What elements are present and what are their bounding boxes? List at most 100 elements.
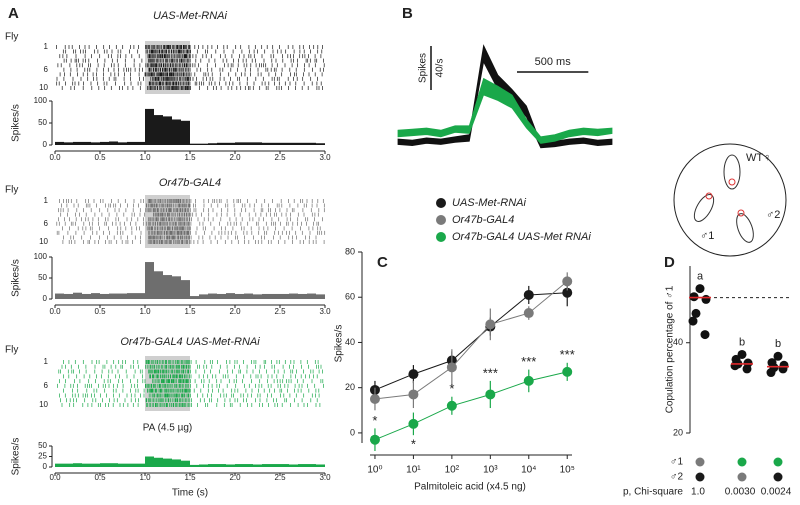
male1-marker bbox=[773, 457, 783, 467]
bar bbox=[91, 463, 100, 467]
raster-texture bbox=[63, 374, 318, 379]
significance: *** bbox=[483, 365, 498, 380]
y-tick-label: 0 bbox=[43, 140, 48, 149]
bar bbox=[298, 464, 307, 467]
y-axis-label: Spikes/s bbox=[334, 325, 345, 363]
bar bbox=[64, 142, 73, 145]
x-axis-label: Palmitoleic acid (x4.5 ng) bbox=[414, 482, 526, 493]
bar bbox=[217, 293, 226, 299]
bar bbox=[298, 142, 307, 145]
y-tick-label: 25 bbox=[38, 452, 47, 461]
raster-title: Fly bbox=[5, 185, 18, 196]
x-tick-label: 3.0 bbox=[319, 473, 331, 482]
bar bbox=[109, 141, 118, 145]
scale-bar-y-title: Spikes bbox=[418, 53, 429, 83]
raster-row-label: 6 bbox=[44, 65, 49, 74]
bar bbox=[316, 464, 325, 467]
raster-row-label: 10 bbox=[39, 83, 48, 92]
raster-texture bbox=[62, 240, 325, 244]
raster-texture bbox=[61, 203, 325, 208]
data-point bbox=[369, 393, 380, 404]
bar bbox=[208, 464, 217, 467]
annotation: PA (4.5 µg) bbox=[143, 423, 193, 434]
bar bbox=[226, 142, 235, 145]
bar bbox=[208, 143, 217, 145]
bar bbox=[226, 464, 235, 467]
raster-texture bbox=[58, 208, 325, 213]
bar bbox=[190, 464, 199, 467]
y-tick-label: 100 bbox=[34, 252, 48, 261]
x-tick-label: 10³ bbox=[483, 465, 498, 476]
panel-title: Or47b-GAL4 UAS-Met-RNAi bbox=[120, 336, 260, 348]
x-tick-label: 0.0 bbox=[49, 473, 61, 482]
male2-label: ♂2 bbox=[670, 472, 684, 483]
illustration-label: ♂2 bbox=[766, 209, 780, 221]
raster-title: Fly bbox=[5, 32, 18, 43]
y-tick-label: 0 bbox=[43, 462, 48, 471]
raster-texture bbox=[56, 221, 319, 226]
data-point bbox=[742, 364, 752, 374]
y-tick-label: 40 bbox=[345, 337, 355, 347]
x-tick-label: 1.0 bbox=[139, 473, 151, 482]
raster-row-label: 6 bbox=[44, 219, 49, 228]
bar bbox=[235, 293, 244, 299]
bar bbox=[100, 293, 109, 299]
male2-marker bbox=[737, 472, 747, 482]
bar bbox=[163, 275, 172, 299]
bar bbox=[163, 116, 172, 145]
x-tick-label: 10⁴ bbox=[521, 465, 536, 476]
series-line bbox=[374, 281, 568, 400]
bar bbox=[244, 293, 253, 299]
raster-texture bbox=[57, 63, 325, 68]
raster-texture bbox=[63, 388, 320, 393]
significance: * bbox=[372, 413, 377, 428]
data-point bbox=[369, 434, 380, 445]
bar bbox=[118, 142, 127, 145]
bar bbox=[109, 293, 118, 299]
raster-row-label: 1 bbox=[44, 357, 49, 366]
significance-letter: a bbox=[697, 270, 704, 282]
data-point bbox=[523, 375, 534, 386]
significance-letter: b bbox=[775, 338, 781, 350]
legend-label: Or47b-GAL4 UAS-Met RNAi bbox=[452, 231, 591, 243]
bar bbox=[64, 463, 73, 467]
x-tick-label: 1.5 bbox=[184, 153, 196, 162]
y-tick-label: 50 bbox=[38, 273, 47, 282]
bar bbox=[226, 293, 235, 299]
bar bbox=[118, 293, 127, 299]
x-tick-label: 0.5 bbox=[94, 473, 106, 482]
p-value: 0.0030 bbox=[725, 487, 756, 498]
series-line bbox=[374, 371, 568, 441]
x-tick-label: 2.0 bbox=[229, 153, 241, 162]
y-tick-label: 50 bbox=[38, 441, 47, 450]
panel-letter: D bbox=[664, 254, 675, 271]
raster-texture bbox=[63, 360, 319, 364]
bar bbox=[280, 142, 289, 145]
raster-texture bbox=[62, 49, 323, 54]
raster-row-label: 10 bbox=[39, 237, 48, 246]
bar bbox=[145, 108, 154, 145]
legend-label: UAS-Met-RNAi bbox=[452, 197, 527, 209]
panel-title: UAS-Met-RNAi bbox=[153, 10, 228, 22]
male1-marker bbox=[695, 457, 705, 467]
x-tick-label: 0.0 bbox=[49, 307, 61, 316]
raster-texture bbox=[59, 72, 323, 77]
bar bbox=[307, 293, 316, 299]
y-tick-label: 80 bbox=[345, 246, 355, 256]
panel-letter: C bbox=[377, 254, 388, 271]
bar bbox=[280, 293, 289, 299]
raster-texture bbox=[62, 226, 321, 231]
y-tick-label: 100 bbox=[34, 96, 48, 105]
fly-illustration bbox=[673, 143, 787, 257]
stimulus-window bbox=[145, 356, 190, 411]
raster-row-label: 6 bbox=[44, 381, 49, 390]
raster-texture bbox=[58, 217, 323, 222]
x-tick-label: 10¹ bbox=[406, 465, 421, 476]
bar bbox=[190, 296, 199, 299]
bar bbox=[307, 464, 316, 467]
raster-texture bbox=[61, 86, 323, 90]
bar bbox=[316, 143, 325, 145]
raster-texture bbox=[63, 67, 324, 72]
y-axis-label: Spikes/s bbox=[11, 438, 22, 476]
bar bbox=[127, 141, 136, 145]
